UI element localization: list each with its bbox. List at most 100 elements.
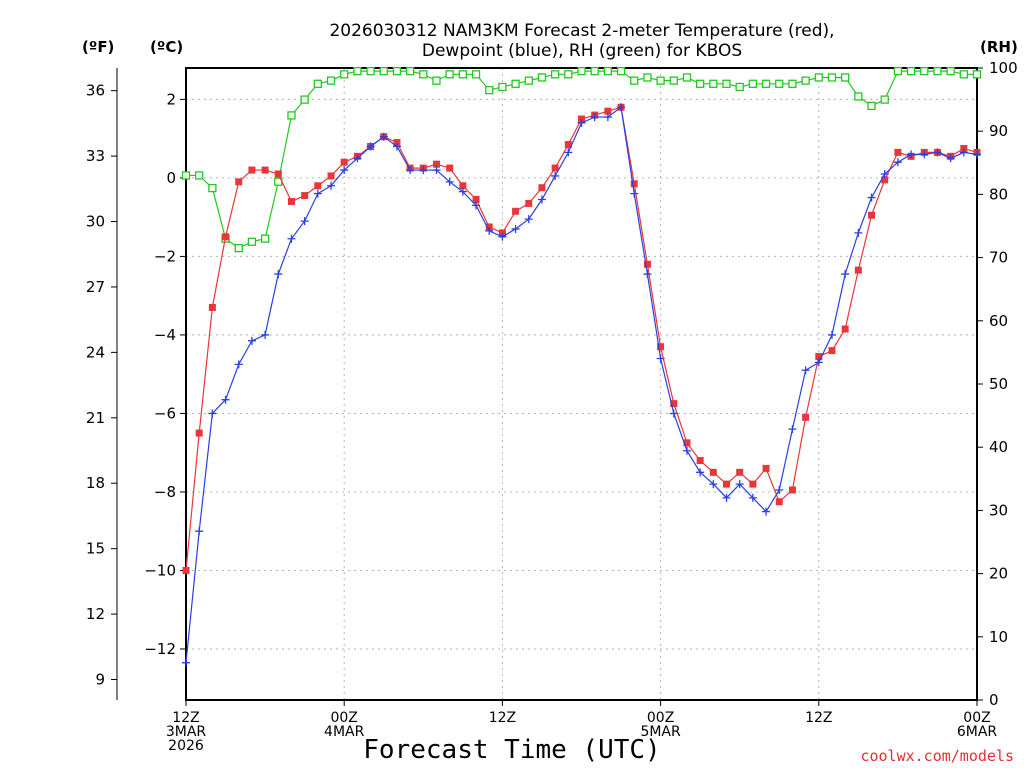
fahrenheit-tick-label: 33 xyxy=(86,147,105,165)
rh-point xyxy=(748,79,758,88)
dewpoint-point xyxy=(498,232,507,241)
rh-point xyxy=(827,73,837,82)
dewpoint-point xyxy=(458,187,467,196)
dewpoint-point xyxy=(366,142,375,151)
dewpoint-point xyxy=(353,154,362,163)
dewpoint-point xyxy=(841,270,850,279)
fahrenheit-tick-label: 24 xyxy=(86,343,105,361)
temperature-point xyxy=(195,429,203,437)
rh-point xyxy=(537,73,547,82)
rh-point xyxy=(405,67,415,76)
dewpoint-point xyxy=(617,103,626,112)
rh-point xyxy=(247,237,257,246)
dewpoint-series xyxy=(182,103,981,667)
rh-point xyxy=(524,76,533,85)
temperature-point xyxy=(208,303,216,311)
temperature-point xyxy=(472,196,480,204)
time-tick-line2: 4MAR xyxy=(324,724,365,740)
rh-point xyxy=(933,67,942,76)
fahrenheit-unit-label: (ºF) xyxy=(82,38,114,56)
dewpoint-point xyxy=(630,189,639,198)
time-tick-line1: 00Z xyxy=(330,710,357,726)
fahrenheit-tick-label: 15 xyxy=(86,540,105,558)
dewpoint-point xyxy=(485,226,494,235)
dewpoint-point xyxy=(801,366,810,375)
dewpoint-point xyxy=(287,234,296,243)
dewpoint-point xyxy=(775,485,784,494)
dewpoint-point xyxy=(946,154,955,163)
rh-tick-label: 60 xyxy=(989,312,1008,330)
chart-title-line2: Dewpoint (blue), RH (green) for KBOS xyxy=(422,41,742,61)
temperature-point xyxy=(604,107,612,115)
fahrenheit-tick-label: 30 xyxy=(86,213,105,231)
celsius-unit-label: (ºC) xyxy=(150,38,183,56)
dewpoint-point xyxy=(920,150,929,159)
temperature-point xyxy=(841,325,849,333)
celsius-tick-label: −10 xyxy=(144,561,176,579)
temperature-point xyxy=(723,480,731,488)
rh-point xyxy=(841,73,850,82)
temperature-point xyxy=(670,400,678,408)
dewpoint-point xyxy=(195,527,204,536)
dewpoint-point xyxy=(327,181,336,190)
temperature-point xyxy=(446,164,454,172)
dewpoint-point xyxy=(551,171,560,180)
rh-point xyxy=(458,70,468,79)
rh-point xyxy=(326,76,336,85)
rh-series xyxy=(181,67,982,253)
dewpoint-point xyxy=(722,493,731,502)
temperature-point xyxy=(696,457,704,465)
rh-point xyxy=(616,67,626,76)
temperature-point xyxy=(630,180,638,188)
rh-point xyxy=(854,92,863,101)
rh-point xyxy=(709,79,718,88)
celsius-tick-label: −2 xyxy=(154,247,176,265)
dewpoint-point xyxy=(537,195,546,204)
rh-point xyxy=(775,79,784,88)
dewpoint-point xyxy=(577,118,586,127)
time-tick-line2: 6MAR xyxy=(957,724,998,740)
dewpoint-point xyxy=(313,189,322,198)
dewpoint-point xyxy=(274,270,283,279)
rh-point xyxy=(722,79,731,88)
dewpoint-point xyxy=(788,425,797,434)
axes xyxy=(111,67,983,706)
temperature-point xyxy=(828,347,836,355)
rh-tick-label: 40 xyxy=(989,438,1008,456)
time-tick-line1: 12Z xyxy=(805,710,832,726)
fahrenheit-tick-label: 18 xyxy=(86,474,105,492)
dewpoint-point xyxy=(261,330,270,339)
temperature-point xyxy=(643,260,651,268)
temperature-point xyxy=(749,480,757,488)
temperature-point xyxy=(301,192,309,200)
rh-point xyxy=(696,79,705,88)
rh-tick-label: 70 xyxy=(989,249,1008,267)
rh-point xyxy=(603,67,613,76)
rh-point xyxy=(814,73,823,82)
time-tick-line3: 2026 xyxy=(168,738,204,754)
x-axis-label: Forecast Time (UTC) xyxy=(363,735,660,765)
temperature-line xyxy=(185,106,978,571)
rh-point xyxy=(260,234,270,243)
rh-point xyxy=(946,67,955,76)
dewpoint-point xyxy=(603,113,612,122)
dewpoint-point xyxy=(696,468,705,477)
temperature-point xyxy=(683,439,691,447)
rh-tick-label: 0 xyxy=(989,691,999,709)
temperature-point xyxy=(287,197,295,205)
rh-point xyxy=(445,70,454,79)
rh-point xyxy=(208,183,217,193)
fahrenheit-tick-label: 36 xyxy=(86,82,105,100)
gridlines xyxy=(186,68,977,700)
rh-point xyxy=(959,70,968,79)
fahrenheit-tick-label: 12 xyxy=(86,605,105,623)
temperature-point xyxy=(248,166,256,174)
dewpoint-point xyxy=(748,493,757,502)
temperature-point xyxy=(788,486,796,494)
temperature-point xyxy=(314,182,322,190)
dewpoint-point xyxy=(208,409,217,418)
rh-tick-label: 100 xyxy=(989,59,1018,77)
dewpoint-point xyxy=(880,169,889,178)
rh-point xyxy=(920,67,929,76)
